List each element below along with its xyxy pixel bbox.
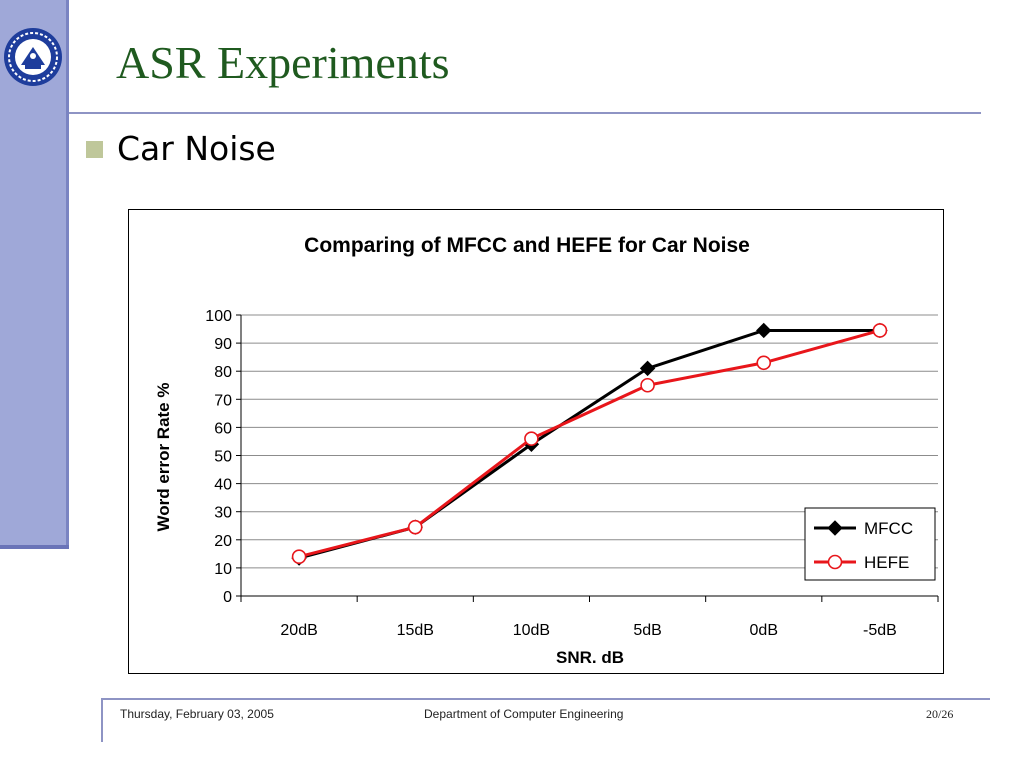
title-divider <box>69 112 981 114</box>
data-point-mfcc <box>639 360 656 377</box>
x-tick-label: 15dB <box>397 622 434 639</box>
legend-marker-hefe <box>827 554 843 570</box>
x-tick-label: 0dB <box>750 622 778 639</box>
chart-frame: Comparing of MFCC and HEFE for Car Noise… <box>128 209 944 674</box>
data-point-hefe <box>407 519 423 535</box>
x-tick-label: -5dB <box>863 622 897 639</box>
y-tick-label: 90 <box>214 336 232 353</box>
legend-box <box>804 507 936 581</box>
footer-divider <box>101 698 990 700</box>
y-tick-label: 50 <box>214 449 232 466</box>
university-logo-icon <box>4 28 62 86</box>
legend-label-hefe: HEFE <box>864 553 909 572</box>
y-tick-label: 0 <box>223 589 232 606</box>
x-tick-label: 10dB <box>513 622 550 639</box>
sidebar-band <box>0 0 69 545</box>
footer-date: Thursday, February 03, 2005 <box>120 707 274 721</box>
footer-divider-vertical <box>101 698 103 742</box>
sidebar-bottom-rule <box>0 545 69 549</box>
data-point-hefe <box>872 323 888 338</box>
slide-title: ASR Experiments <box>116 37 450 88</box>
legend-marker-mfcc <box>827 520 843 536</box>
chart-legend: MFCC HEFE <box>804 507 936 581</box>
data-point-mfcc <box>756 322 772 339</box>
footer-page-number: 20/26 <box>926 707 954 721</box>
series-line-hefe <box>298 329 881 559</box>
data-point-hefe <box>640 377 655 393</box>
y-tick-label: 30 <box>214 505 232 522</box>
chart-title: Comparing of MFCC and HEFE for Car Noise <box>304 234 750 257</box>
data-point-hefe <box>756 355 772 371</box>
y-tick-label: 10 <box>214 561 232 578</box>
y-axis-label: Word error Rate % <box>154 383 173 532</box>
y-tick-label: 60 <box>214 420 232 437</box>
footer-department: Department of Computer Engineering <box>424 707 624 721</box>
x-tick-label: 20dB <box>280 622 317 639</box>
line-chart: Comparing of MFCC and HEFE for Car Noise… <box>154 234 939 667</box>
legend-label-mfcc: MFCC <box>864 519 913 538</box>
y-tick-label: 100 <box>205 308 232 325</box>
data-point-hefe <box>524 431 539 446</box>
y-tick-label: 70 <box>214 392 232 409</box>
x-tick-label: 5dB <box>633 622 661 639</box>
y-tick-label: 20 <box>214 533 232 550</box>
data-point-hefe <box>291 549 307 564</box>
y-tick-label: 40 <box>214 477 232 494</box>
bullet-square-icon <box>86 141 103 158</box>
bullet-text: Car Noise <box>117 129 276 168</box>
y-tick-label: 80 <box>214 364 232 381</box>
series-line-mfcc <box>298 328 880 560</box>
x-axis-label: SNR. dB <box>556 648 624 667</box>
